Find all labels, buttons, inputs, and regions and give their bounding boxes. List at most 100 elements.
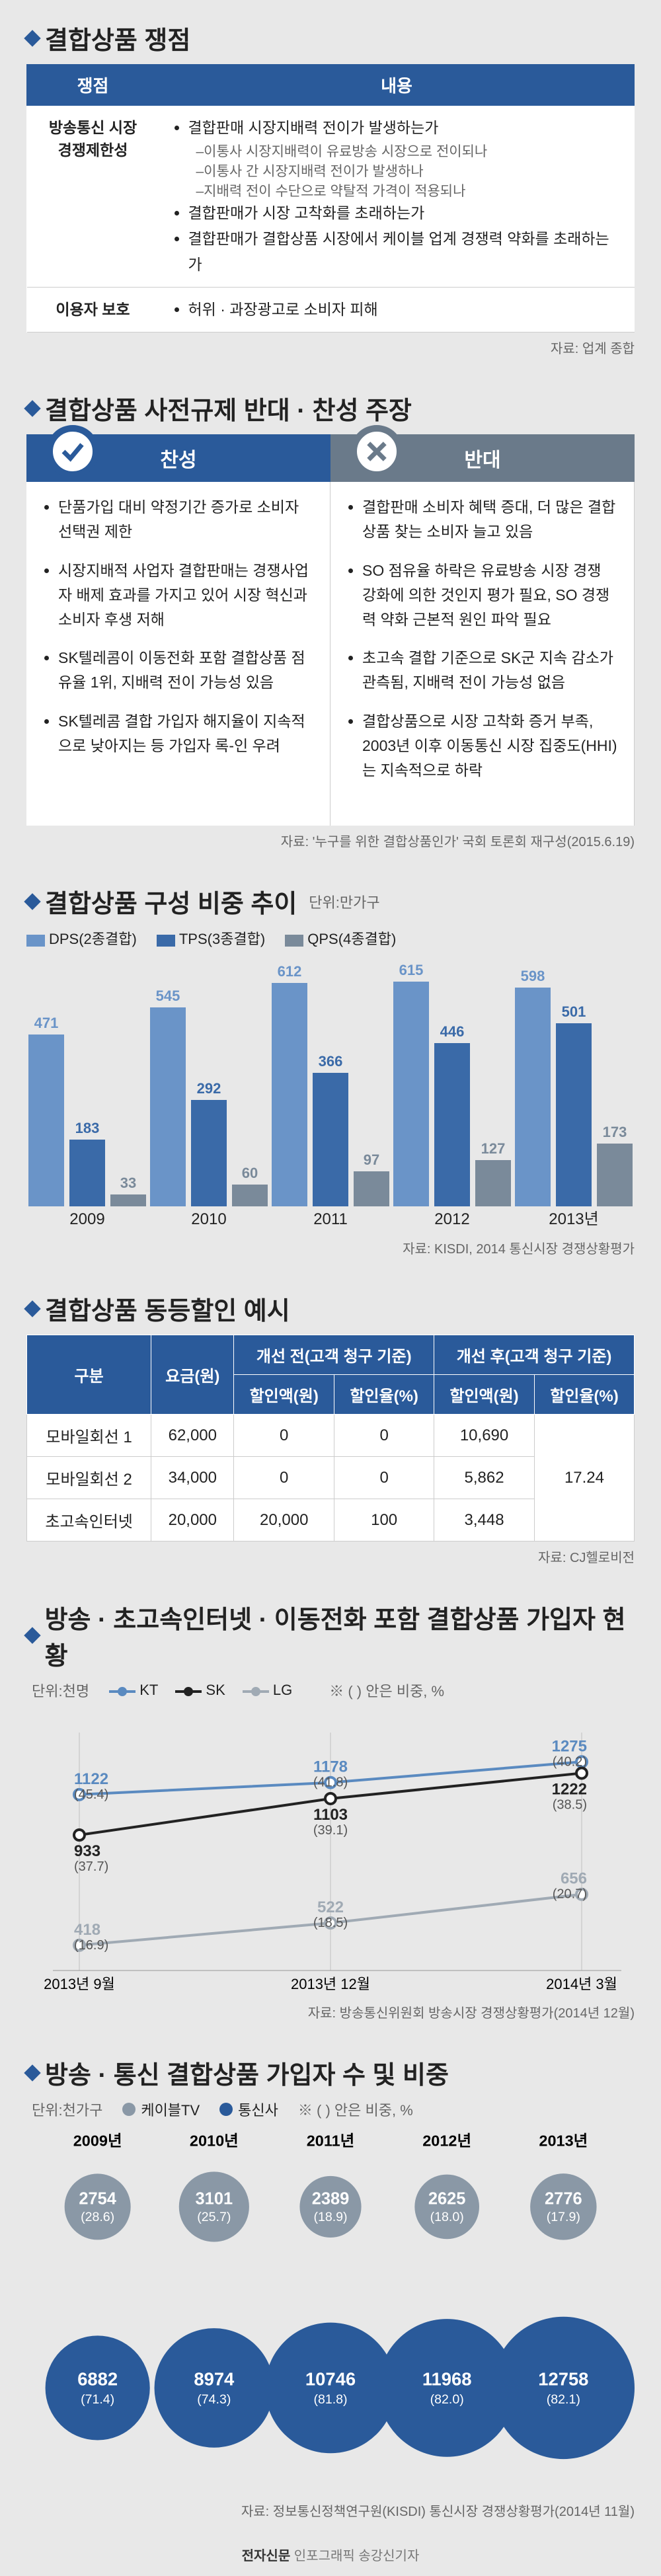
legend-item: QPS(4종결합) [285, 927, 396, 949]
title-text: 결합상품 동등할인 예시 [45, 1290, 290, 1327]
cell: 5,862 [434, 1457, 535, 1499]
source-text: 자료: KISDI, 2014 통신시장 경쟁상황평가 [26, 1233, 635, 1257]
th: 할인율(%) [534, 1375, 634, 1415]
th: 할인액(원) [234, 1375, 334, 1415]
bar-group: 5985012013년173 [515, 988, 633, 1206]
svg-text:2013년 9월: 2013년 9월 [44, 1976, 115, 1992]
con-label: 반대 [464, 449, 500, 471]
bar: 4462012 [434, 1043, 470, 1206]
con-column: 반대 결합판매 소비자 혜택 증대, 더 많은 결합상품 찾는 소비자 늘고 있… [330, 434, 635, 826]
section-title: 방송 · 초고속인터넷 · 이동전화 포함 결합상품 가입자 현황 [26, 1599, 635, 1680]
section-title: 결합상품 동등할인 예시 [26, 1290, 635, 1335]
bar-value: 183 [75, 1120, 100, 1137]
pro-item: 단품가입 대비 약정기간 증가로 소비자 선택권 제한 [58, 495, 314, 559]
svg-text:1103: 1103 [313, 1806, 348, 1824]
bar-value: 292 [197, 1080, 221, 1097]
svg-text:(81.8): (81.8) [313, 2392, 347, 2407]
bar: 1832009 [69, 1140, 105, 1206]
source-text: 자료: 방송통신위원회 방송시장 경쟁상황평가(2014년 12월) [26, 1997, 635, 2021]
cell: 10,690 [434, 1415, 535, 1457]
svg-text:2013년 12월: 2013년 12월 [291, 1976, 370, 1992]
bar: 5012013년 [556, 1023, 592, 1206]
diamond-icon [24, 1300, 40, 1317]
category-label: 2009 [69, 1210, 104, 1229]
pro-item: SK텔레콤 결합 가입자 해지율이 지속적으로 낮아지는 등 가입자 록-인 우… [58, 709, 314, 773]
svg-text:12758: 12758 [538, 2369, 588, 2390]
bar-value: 366 [319, 1053, 343, 1070]
category-label: 2013년 [549, 1206, 598, 1229]
bar-value: 446 [440, 1023, 465, 1040]
legend-note: ※ ( ) 안은 비중, % [298, 2099, 413, 2120]
bar: 615 [393, 982, 429, 1207]
title-text: 결합상품 구성 비중 추이 [45, 883, 297, 919]
bar-group: 545292201060 [150, 1007, 268, 1207]
barchart-section: 결합상품 구성 비중 추이 단위:만가구 DPS(2종결합)TPS(3종결합)Q… [0, 863, 661, 1270]
bar: 173 [597, 1144, 633, 1207]
bar-value: 33 [120, 1175, 136, 1192]
cell: 3,448 [434, 1499, 535, 1542]
bar-value: 127 [481, 1140, 506, 1157]
source-text: 자료: '누구를 위한 결합상품인가' 국회 토론회 재구성(2015.6.19… [26, 826, 635, 850]
th: 구분 [27, 1335, 151, 1415]
bar-value: 615 [399, 962, 424, 979]
svg-text:(17.9): (17.9) [547, 2210, 580, 2224]
bar-value: 173 [603, 1124, 627, 1141]
th: 개선 후(고객 청구 기준) [434, 1335, 635, 1375]
th: 할인율(%) [334, 1375, 434, 1415]
issues-section: 결합상품 쟁점 쟁점 내용 방송통신 시장 경쟁제한성 결합판매 시장지배력 전… [0, 0, 661, 370]
svg-text:(25.7): (25.7) [197, 2210, 231, 2224]
svg-text:(39.1): (39.1) [313, 1823, 348, 1838]
procon-section: 결합상품 사전규제 반대 · 찬성 주장 찬성 단품가입 대비 약정기간 증가로… [0, 370, 661, 863]
cross-icon [350, 425, 403, 478]
svg-text:2625: 2625 [428, 2190, 466, 2208]
pro-item: SK텔레콤이 이동전화 포함 결합상품 점유율 1위, 지배력 전이 가능성 있… [58, 646, 314, 709]
svg-text:656: 656 [561, 1870, 587, 1888]
bar: 471 [28, 1034, 64, 1207]
section-title: 결합상품 구성 비중 추이 단위:만가구 [26, 883, 635, 927]
svg-text:2012년: 2012년 [422, 2132, 471, 2150]
svg-text:(18.0): (18.0) [430, 2210, 464, 2224]
bar: 545 [150, 1007, 186, 1207]
bar-value: 471 [34, 1015, 59, 1032]
bar-value: 97 [364, 1151, 379, 1169]
cell: 20,000 [234, 1499, 334, 1542]
r1-sub: –지배력 전이 수단으로 약탈적 가격이 적용되나 [188, 180, 621, 200]
svg-text:1178: 1178 [313, 1758, 348, 1776]
source-text: 자료: CJ헬로비전 [26, 1542, 635, 1566]
bubble-section: 방송 · 통신 결합상품 가입자 수 및 비중 단위:천가구 케이블TV 통신사… [0, 2035, 661, 2533]
discount-table: 구분 요금(원) 개선 전(고객 청구 기준) 개선 후(고객 청구 기준) 할… [26, 1335, 635, 1542]
bubble-chart: 2009년2754(28.6)6882(71.4)2010년3101(25.7)… [26, 2125, 635, 2495]
diamond-icon [24, 1627, 40, 1644]
svg-text:(82.1): (82.1) [547, 2392, 580, 2407]
svg-text:11968: 11968 [422, 2369, 472, 2390]
cell: 62,000 [151, 1415, 234, 1457]
svg-text:2776: 2776 [545, 2190, 582, 2208]
unit-text: 단위:천가구 [32, 2099, 102, 2120]
svg-text:2013년: 2013년 [539, 2132, 588, 2150]
cell: 초고속인터넷 [27, 1499, 151, 1542]
svg-text:1222: 1222 [552, 1781, 587, 1799]
svg-text:(28.6): (28.6) [81, 2210, 114, 2224]
bar: 612 [272, 983, 307, 1207]
svg-text:(18.9): (18.9) [313, 2210, 347, 2224]
th: 개선 전(고객 청구 기준) [234, 1335, 434, 1375]
discount-section: 결합상품 동등할인 예시 구분 요금(원) 개선 전(고객 청구 기준) 개선 … [0, 1270, 661, 1579]
unit-text: 단위:천명 [32, 1680, 89, 1701]
legend-item: KT [109, 1682, 158, 1698]
bar: 598 [515, 988, 551, 1206]
svg-text:8974: 8974 [194, 2369, 235, 2390]
svg-text:3101: 3101 [196, 2190, 233, 2208]
r2-item: 허위 · 과장광고로 소비자 피해 [188, 297, 621, 323]
diamond-icon [24, 30, 40, 46]
bar: 97 [354, 1171, 389, 1207]
svg-text:2010년: 2010년 [190, 2132, 239, 2150]
title-text: 결합상품 쟁점 [45, 20, 190, 56]
title-text: 결합상품 사전규제 반대 · 찬성 주장 [45, 390, 412, 426]
svg-text:(41.8): (41.8) [313, 1776, 348, 1790]
diamond-icon [24, 893, 40, 910]
row2-head: 이용자 보호 [27, 288, 159, 332]
svg-text:2389: 2389 [312, 2190, 350, 2208]
line-legend: 단위:천명 KT SK LG ※ ( ) 안은 비중, % [26, 1680, 635, 1706]
pro-column: 찬성 단품가입 대비 약정기간 증가로 소비자 선택권 제한시장지배적 사업자 … [26, 434, 330, 826]
cell: 0 [234, 1415, 334, 1457]
